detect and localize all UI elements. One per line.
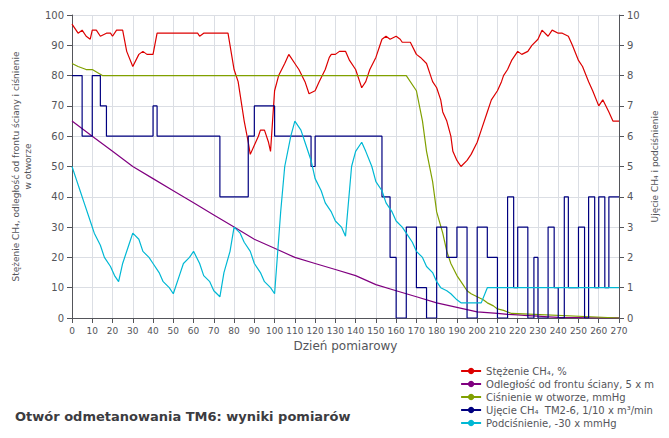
svg-text:100: 100 xyxy=(266,326,283,336)
svg-text:8: 8 xyxy=(627,70,633,81)
svg-text:10: 10 xyxy=(51,282,64,293)
svg-text:130: 130 xyxy=(327,326,344,336)
svg-text:150: 150 xyxy=(367,326,384,336)
svg-text:Ciśnienie w otworze, mmHg: Ciśnienie w otworze, mmHg xyxy=(486,392,626,403)
svg-text:260: 260 xyxy=(590,326,607,336)
svg-text:60: 60 xyxy=(51,131,64,142)
svg-text:140: 140 xyxy=(347,326,364,336)
svg-text:Dzień pomiarowy: Dzień pomiarowy xyxy=(294,339,398,353)
svg-text:20: 20 xyxy=(107,326,119,336)
svg-text:60: 60 xyxy=(188,326,200,336)
svg-text:4: 4 xyxy=(627,191,633,202)
svg-text:80: 80 xyxy=(228,326,240,336)
svg-text:20: 20 xyxy=(51,252,64,263)
svg-text:120: 120 xyxy=(307,326,324,336)
svg-text:Ujęcie CH₄ TM2-6, 1/10 x m³/m: Ujęcie CH₄ TM2-6, 1/10 x m³/min xyxy=(486,405,653,416)
svg-text:160: 160 xyxy=(388,326,405,336)
svg-text:190: 190 xyxy=(448,326,465,336)
svg-text:250: 250 xyxy=(570,326,587,336)
svg-text:0: 0 xyxy=(69,326,75,336)
svg-text:80: 80 xyxy=(51,70,64,81)
svg-text:3: 3 xyxy=(627,222,633,233)
svg-text:180: 180 xyxy=(428,326,445,336)
svg-text:Podciśnienie, -30 x mmHg: Podciśnienie, -30 x mmHg xyxy=(486,418,616,429)
svg-text:5: 5 xyxy=(627,161,633,172)
svg-text:50: 50 xyxy=(168,326,180,336)
svg-text:40: 40 xyxy=(51,191,64,202)
svg-text:170: 170 xyxy=(408,326,425,336)
svg-text:230: 230 xyxy=(529,326,546,336)
svg-text:10: 10 xyxy=(87,326,99,336)
svg-text:Stężenie CH₄, %: Stężenie CH₄, % xyxy=(486,366,567,377)
svg-text:210: 210 xyxy=(489,326,506,336)
svg-text:10: 10 xyxy=(627,10,640,21)
svg-text:Otwór odmetanowania TM6: wynik: Otwór odmetanowania TM6: wyniki pomiarów xyxy=(15,409,350,424)
svg-text:9: 9 xyxy=(627,40,633,51)
svg-text:7: 7 xyxy=(627,100,633,111)
svg-text:240: 240 xyxy=(550,326,567,336)
svg-text:70: 70 xyxy=(51,100,64,111)
svg-text:0: 0 xyxy=(627,313,633,324)
svg-text:2: 2 xyxy=(627,252,633,263)
svg-text:6: 6 xyxy=(627,131,633,142)
svg-text:30: 30 xyxy=(127,326,139,336)
svg-text:110: 110 xyxy=(286,326,303,336)
svg-text:40: 40 xyxy=(147,326,159,336)
svg-text:Ujęcie CH₄ i podciśnienie: Ujęcie CH₄ i podciśnienie xyxy=(650,110,660,222)
svg-text:w otworze: w otworze xyxy=(23,143,33,190)
svg-text:220: 220 xyxy=(509,326,526,336)
svg-text:Stężenie CH₄, odległość od fro: Stężenie CH₄, odległość od frontu ściany… xyxy=(11,51,21,282)
svg-text:50: 50 xyxy=(51,161,64,172)
svg-text:200: 200 xyxy=(469,326,486,336)
svg-text:70: 70 xyxy=(208,326,220,336)
svg-text:100: 100 xyxy=(45,10,64,21)
svg-text:90: 90 xyxy=(51,40,64,51)
svg-text:90: 90 xyxy=(249,326,261,336)
svg-text:1: 1 xyxy=(627,282,633,293)
svg-text:270: 270 xyxy=(610,326,627,336)
svg-text:30: 30 xyxy=(51,222,64,233)
svg-text:Odległość od frontu ściany, 5: Odległość od frontu ściany, 5 x m xyxy=(486,379,654,390)
svg-text:0: 0 xyxy=(58,313,64,324)
